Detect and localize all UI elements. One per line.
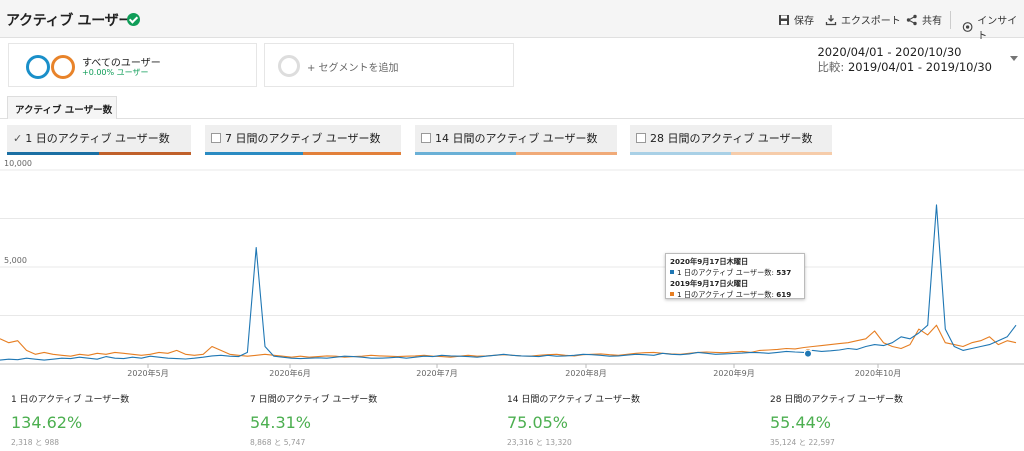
summary-stat-value: 55.44% [770, 413, 832, 432]
share-icon [906, 14, 917, 25]
summary-stat-28day: 28 日間のアクティブ ユーザー数 55.44% 35,124 と 22,597 [770, 392, 903, 448]
summary-stat-sub: 35,124 と 22,597 [770, 438, 835, 447]
summary-stat-1day: 1 日のアクティブ ユーザー数 134.62% 2,318 と 988 [11, 392, 129, 448]
x-tick-label: 2020年9月 [713, 368, 754, 378]
download-icon [825, 14, 837, 25]
tooltip-compare-swatch-icon [670, 292, 674, 296]
date-range-compare: 2019/04/01 - 2019/10/30 [847, 60, 992, 74]
metric-chip-14day[interactable]: 14 日間のアクティブ ユーザー数 [415, 125, 617, 155]
tooltip-row1-label: 1 日のアクティブ ユーザー数: [677, 268, 774, 277]
metric-chip-colorbar [630, 152, 832, 155]
share-label: 共有 [922, 16, 942, 27]
tooltip-row1-value: 537 [776, 268, 792, 277]
tooltip-date-current: 2020年9月17日木曜日 [670, 257, 749, 266]
summary-stat-label: 14 日間のアクティブ ユーザー数 [507, 395, 641, 405]
summary-stat-value: 54.31% [250, 413, 312, 432]
summary-stat-value: 75.05% [507, 413, 569, 432]
segment-compare-circle-icon [51, 55, 75, 79]
tooltip-row2-label: 1 日のアクティブ ユーザー数: [677, 290, 774, 299]
series-line-compare [0, 324, 1017, 358]
metric-chip-colorbar [415, 152, 617, 155]
summary-stat-sub: 23,316 と 13,320 [507, 438, 572, 447]
chart-tooltip: 2020年9月17日木曜日 1 日のアクティブ ユーザー数: 537 2019年… [665, 253, 805, 299]
summary-stat-label: 7 日間のアクティブ ユーザー数 [250, 395, 378, 405]
segment-sub: +0.00% ユーザー [82, 68, 149, 77]
date-range-primary: 2020/04/01 - 2020/10/30 [817, 45, 962, 59]
report-header: アクティブ ユーザー 保存 エクスポート 共有 インサイト [0, 0, 1024, 42]
save-label: 保存 [794, 16, 814, 27]
summary-stat-7day: 7 日間のアクティブ ユーザー数 54.31% 8,868 と 5,747 [250, 392, 377, 448]
metric-chip-1day[interactable]: ✓ 1 日のアクティブ ユーザー数 [7, 125, 191, 155]
insights-button[interactable]: インサイト [962, 12, 1024, 42]
add-segment-circle-icon [278, 55, 300, 77]
checkmark-icon: ✓ [13, 132, 23, 145]
segment-all-users[interactable]: すべてのユーザー +0.00% ユーザー [8, 43, 257, 87]
export-label: エクスポート [841, 16, 901, 27]
summary-stat-sub: 8,868 と 5,747 [250, 438, 306, 447]
tooltip-current-swatch-icon [670, 270, 674, 274]
x-tick-label: 2020年8月 [565, 368, 606, 378]
compare-prefix: 比較: [817, 60, 845, 74]
add-segment-button[interactable]: + セグメントを追加 [264, 43, 514, 87]
share-button[interactable]: 共有 [906, 12, 942, 27]
series-line-current [0, 204, 1017, 361]
checkbox-icon [636, 133, 646, 143]
metric-chip-label: 1 日のアクティブ ユーザー数 [25, 132, 170, 145]
line-chart[interactable]: 10,000 5,000 2020年5月 2020年6月 2020年7月 2020年8月 2… [0, 159, 1024, 380]
export-button[interactable]: エクスポート [825, 12, 901, 27]
metric-chip-colorbar [205, 152, 401, 155]
tab-divider [0, 118, 1024, 119]
metric-chip-28day[interactable]: 28 日間のアクティブ ユーザー数 [630, 125, 832, 155]
tooltip-row2-value: 619 [776, 290, 792, 299]
save-button[interactable]: 保存 [778, 12, 814, 27]
metric-chip-label: 7 日間のアクティブ ユーザー数 [225, 132, 381, 145]
summary-stat-sub: 2,318 と 988 [11, 438, 60, 447]
save-icon [779, 14, 789, 25]
summary-stat-14day: 14 日間のアクティブ ユーザー数 75.05% 23,316 と 13,320 [507, 392, 640, 448]
metric-chip-colorbar [7, 152, 191, 155]
x-tick-label: 2020年7月 [416, 368, 457, 378]
insights-label: インサイト [977, 16, 1018, 42]
insights-icon [962, 22, 973, 32]
add-segment-label: + セグメントを追加 [307, 63, 399, 74]
summary-stat-value: 134.62% [11, 413, 83, 432]
y-tick-label: 5,000 [4, 256, 27, 265]
y-tick-label: 10,000 [4, 160, 32, 168]
x-tick-label: 2020年5月 [127, 368, 168, 378]
summary-stat-label: 1 日のアクティブ ユーザー数 [11, 395, 130, 405]
date-range-picker[interactable]: 2020/04/01 - 2020/10/30 比較: 2019/04/01 -… [817, 45, 992, 75]
tooltip-date-compare: 2019年9月17日火曜日 [670, 279, 749, 288]
tab-active-users[interactable]: アクティブ ユーザー数 [7, 96, 117, 119]
x-tick-label: 2020年10月 [855, 368, 902, 378]
header-divider [950, 11, 951, 29]
page-title: アクティブ ユーザー [6, 13, 133, 29]
metric-chip-label: 28 日間のアクティブ ユーザー数 [650, 132, 813, 145]
chart-svg[interactable]: 10,000 5,000 2020年5月 2020年6月 2020年7月 2020年8月 2… [0, 159, 1024, 380]
date-range-dropdown-icon[interactable] [1010, 56, 1018, 61]
segment-name: すべてのユーザー [82, 58, 161, 69]
x-tick-label: 2020年6月 [269, 368, 310, 378]
verified-check-icon [127, 13, 140, 26]
summary-stat-label: 28 日間のアクティブ ユーザー数 [770, 395, 904, 405]
checkbox-icon [211, 133, 221, 143]
hover-point-current [804, 349, 812, 358]
date-range-compare-row: 比較: 2019/04/01 - 2019/10/30 [817, 59, 992, 75]
metric-chip-label: 14 日間のアクティブ ユーザー数 [435, 132, 598, 145]
segment-current-circle-icon [26, 55, 50, 79]
checkbox-icon [421, 133, 431, 143]
metric-chip-7day[interactable]: 7 日間のアクティブ ユーザー数 [205, 125, 401, 155]
